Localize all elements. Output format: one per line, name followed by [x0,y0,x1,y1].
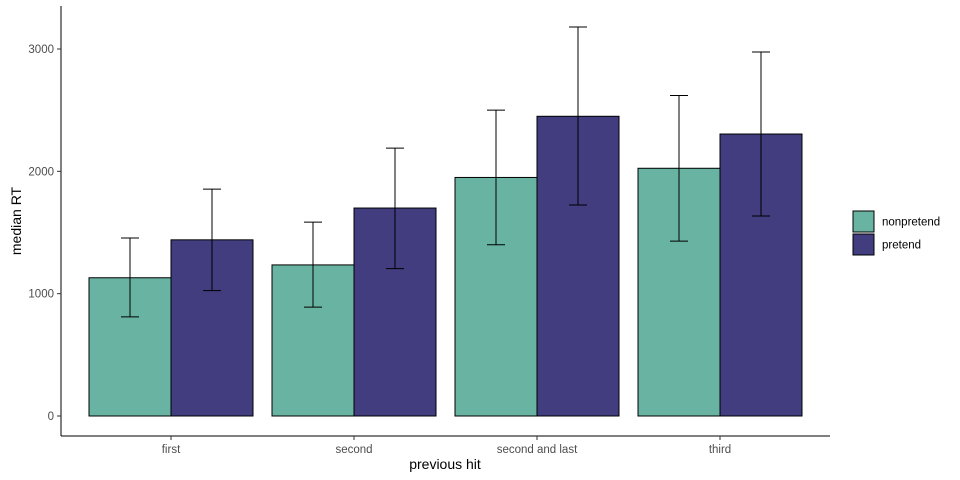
axes [60,6,830,437]
y-tick-label: 2000 [28,166,54,178]
legend-label-pretend: pretend [882,240,921,252]
y-tick-label: 3000 [28,44,54,56]
y-tick-label: 0 [48,411,54,423]
bars [88,115,803,417]
x-tick-label: second [335,444,372,456]
legend-swatch-pretend [852,233,875,256]
y-ticks: 0 1000 2000 3000 [28,44,61,423]
y-axis-title: median RT [8,186,24,255]
x-axis-title: previous hit [409,456,481,472]
y-tick-label: 1000 [28,289,54,301]
x-tick-label: first [162,444,181,456]
x-tick-label: second and last [497,444,578,456]
legend: nonpretend pretend [852,210,940,256]
legend-swatch-nonpretend [852,210,875,233]
error-bars [121,26,770,318]
x-tick-label: third [709,444,731,456]
legend-label-nonpretend: nonpretend [882,217,940,229]
x-ticks: first second second and last third [162,436,731,456]
